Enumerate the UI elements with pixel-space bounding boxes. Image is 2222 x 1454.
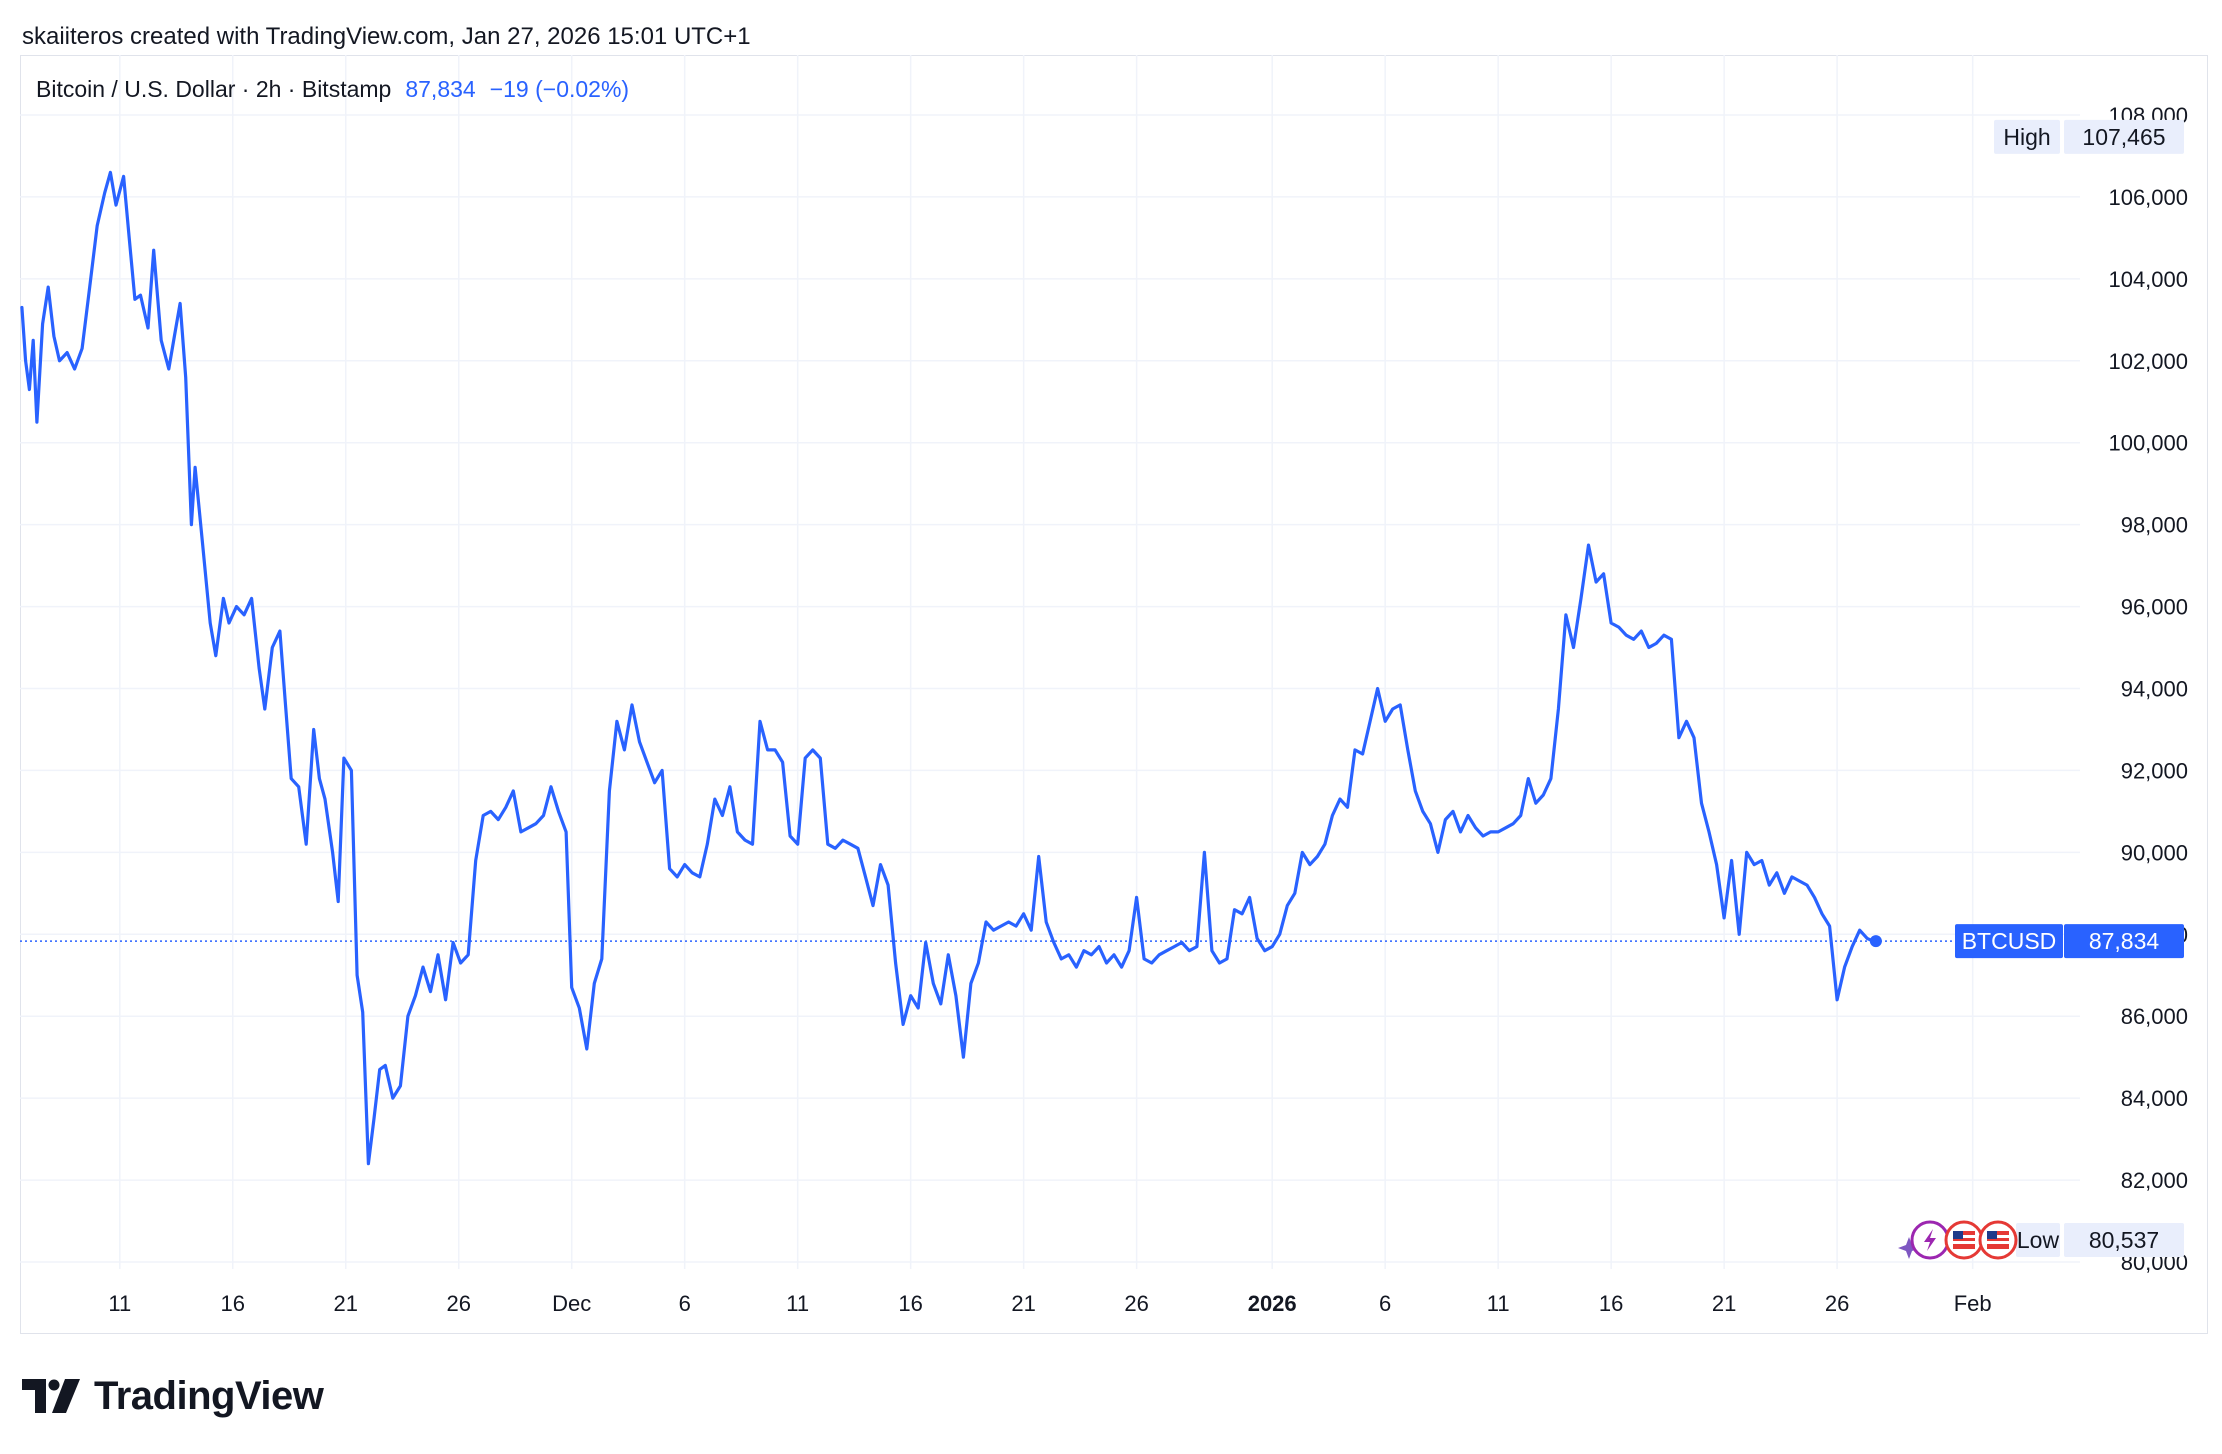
y-tick-label: 98,000 bbox=[2121, 513, 2188, 538]
y-tick-label: 106,000 bbox=[2108, 185, 2188, 210]
y-tick-label: 94,000 bbox=[2121, 677, 2188, 702]
us-flag-event-icon[interactable] bbox=[1946, 1222, 1982, 1258]
attribution-header: skaiiteros created with TradingView.com,… bbox=[22, 20, 751, 54]
low-badge: Low 80,537 bbox=[2016, 1223, 2184, 1257]
y-tick-label: 82,000 bbox=[2121, 1168, 2188, 1193]
y-tick-label: 84,000 bbox=[2121, 1086, 2188, 1111]
y-tick-label: 100,000 bbox=[2108, 431, 2188, 456]
high-badge: High 107,465 bbox=[1994, 120, 2184, 154]
price-change: −19 (−0.02%) bbox=[490, 76, 629, 102]
y-tick-label: 86,000 bbox=[2121, 1004, 2188, 1029]
x-tick-label: 6 bbox=[679, 1291, 691, 1316]
symbol-legend[interactable]: Bitcoin / U.S. Dollar · 2h · Bitstamp 87,… bbox=[36, 72, 629, 106]
y-tick-label: 102,000 bbox=[2108, 349, 2188, 374]
last-price-tag: BTCUSD 87,834 bbox=[1955, 924, 2184, 958]
event-icons[interactable] bbox=[1898, 1222, 2016, 1259]
price-line-layer bbox=[20, 172, 1955, 1163]
high-label: High bbox=[2003, 124, 2050, 150]
tradingview-logo[interactable]: TradingView bbox=[22, 1372, 323, 1420]
x-tick-label: 16 bbox=[898, 1291, 922, 1316]
x-tick-label: 11 bbox=[108, 1291, 131, 1316]
grid-lines bbox=[20, 55, 2080, 1269]
x-tick-label: 11 bbox=[786, 1291, 809, 1316]
x-tick-label: Dec bbox=[552, 1291, 591, 1316]
y-tick-label: 90,000 bbox=[2121, 840, 2188, 865]
x-tick-label: 11 bbox=[1487, 1291, 1510, 1316]
high-value: 107,465 bbox=[2082, 124, 2165, 150]
price-series-line bbox=[22, 172, 1873, 1163]
chart-canvas[interactable]: 80,00082,00084,00086,00088,00090,00092,0… bbox=[20, 55, 2208, 1334]
x-tick-label: 26 bbox=[446, 1291, 470, 1316]
tradingview-wordmark: TradingView bbox=[94, 1374, 323, 1419]
x-tick-label: 2026 bbox=[1248, 1291, 1297, 1316]
x-tick-label: 16 bbox=[221, 1291, 245, 1316]
symbol-description: Bitcoin / U.S. Dollar · 2h · Bitstamp bbox=[36, 76, 391, 102]
x-tick-label: 6 bbox=[1379, 1291, 1391, 1316]
attribution-text: skaiiteros created with TradingView.com,… bbox=[22, 23, 751, 50]
tradingview-logo-icon bbox=[22, 1379, 84, 1413]
y-axis[interactable]: 80,00082,00084,00086,00088,00090,00092,0… bbox=[2108, 103, 2188, 1275]
x-tick-label: Feb bbox=[1954, 1291, 1992, 1316]
x-axis[interactable]: 11 16 21 26 Dec 6 11 16 21 26 2026 6 11 16 21 26 Feb bbox=[108, 1291, 1991, 1316]
y-tick-label: 96,000 bbox=[2121, 595, 2188, 620]
flash-event-icon[interactable] bbox=[1912, 1222, 1948, 1258]
last-price: 87,834 bbox=[405, 76, 475, 102]
us-flag-event-icon[interactable] bbox=[1980, 1222, 2016, 1258]
y-tick-label: 104,000 bbox=[2108, 267, 2188, 292]
low-value: 80,537 bbox=[2089, 1227, 2159, 1253]
x-tick-label: 21 bbox=[1011, 1291, 1035, 1316]
last-price-dot bbox=[1870, 935, 1882, 947]
low-label: Low bbox=[2017, 1227, 2060, 1253]
x-tick-label: 21 bbox=[334, 1291, 358, 1316]
ticker-value: 87,834 bbox=[2089, 928, 2160, 954]
x-tick-label: 16 bbox=[1599, 1291, 1623, 1316]
ticker-label: BTCUSD bbox=[1962, 928, 2057, 954]
y-tick-label: 92,000 bbox=[2121, 758, 2188, 783]
x-tick-label: 26 bbox=[1825, 1291, 1849, 1316]
x-tick-label: 26 bbox=[1124, 1291, 1148, 1316]
x-tick-label: 21 bbox=[1712, 1291, 1736, 1316]
